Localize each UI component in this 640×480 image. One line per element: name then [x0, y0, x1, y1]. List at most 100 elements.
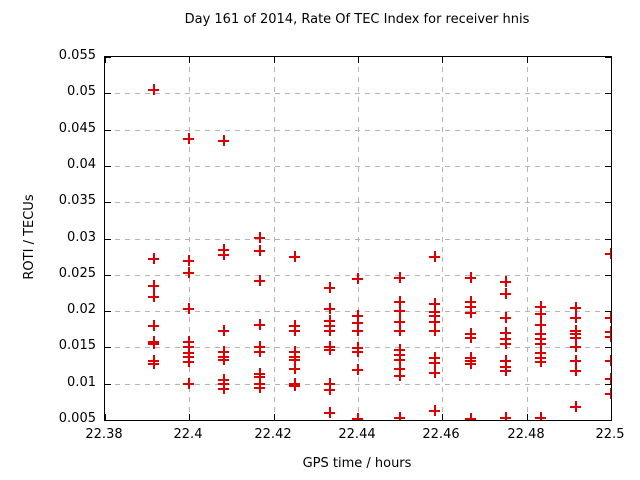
grid-line-horizontal [105, 202, 611, 203]
y-tick-label: 0.05 [67, 84, 96, 99]
data-point [570, 312, 581, 324]
x-tick-mark [274, 57, 275, 63]
data-point [429, 366, 441, 378]
data-point [253, 318, 265, 330]
data-point [605, 387, 611, 399]
data-point [429, 315, 441, 327]
data-point [352, 273, 363, 285]
x-tick-label: 22.42 [254, 427, 292, 442]
data-point [352, 363, 363, 375]
y-tick-mark [605, 93, 611, 94]
y-tick-mark [605, 384, 611, 385]
x-axis-title: GPS time / hours [302, 456, 412, 471]
data-point [570, 331, 581, 343]
x-tick-mark [442, 57, 443, 63]
grid-line-vertical [189, 57, 190, 420]
grid-line-vertical [442, 57, 443, 420]
data-point [148, 83, 160, 95]
x-tick-label: 22.38 [85, 427, 123, 442]
data-point [253, 371, 265, 383]
data-point [605, 331, 611, 343]
data-point [218, 325, 230, 337]
x-tick-mark [611, 414, 612, 420]
data-point [534, 318, 546, 330]
data-point [394, 315, 406, 327]
x-tick-mark [189, 414, 190, 420]
data-point [570, 302, 581, 314]
y-tick-label: 0.04 [67, 157, 96, 172]
data-point [499, 311, 511, 323]
data-point [570, 340, 581, 352]
data-point [183, 133, 195, 145]
chart-title: Day 161 of 2014, Rate Of TEC Index for r… [184, 12, 530, 27]
data-point [253, 274, 265, 286]
grid-line-vertical [527, 57, 528, 420]
data-point [394, 271, 406, 283]
data-point [394, 305, 406, 317]
data-point [394, 363, 406, 375]
data-point [570, 400, 581, 412]
y-tick-mark [105, 166, 111, 167]
y-tick-label: 0.005 [58, 411, 96, 426]
x-tick-mark [611, 57, 612, 63]
y-tick-mark [105, 239, 111, 240]
grid-line-horizontal [105, 239, 611, 240]
data-point [464, 271, 476, 283]
data-point [183, 255, 195, 266]
data-point [394, 411, 406, 420]
data-point [534, 308, 546, 319]
data-point [323, 406, 335, 418]
data-point [253, 244, 265, 256]
data-point [499, 338, 511, 350]
y-tick-label: 0.03 [67, 230, 96, 245]
data-point [352, 316, 363, 328]
data-point [323, 383, 335, 395]
data-point [352, 325, 363, 337]
data-point [218, 135, 230, 147]
data-point [288, 250, 300, 262]
y-tick-label: 0.045 [58, 121, 96, 136]
y-tick-label: 0.015 [58, 338, 96, 353]
y-tick-mark [605, 311, 611, 312]
data-point [429, 405, 441, 417]
y-tick-mark [105, 57, 111, 58]
data-point [429, 250, 441, 262]
y-tick-label: 0.025 [58, 266, 96, 281]
x-tick-mark [189, 57, 190, 63]
data-point [183, 302, 195, 314]
y-tick-label: 0.01 [67, 375, 96, 390]
x-tick-label: 22.44 [338, 427, 376, 442]
y-tick-label: 0.02 [67, 302, 96, 317]
data-point [394, 353, 406, 365]
grid-line-vertical [358, 57, 359, 420]
data-point [183, 377, 195, 389]
y-tick-mark [105, 93, 111, 94]
y-tick-mark [105, 275, 111, 276]
data-point [394, 370, 406, 382]
data-point [605, 312, 611, 324]
y-tick-mark [605, 130, 611, 131]
y-tick-mark [105, 384, 111, 385]
data-point [499, 276, 511, 288]
data-point [218, 382, 230, 394]
data-point [464, 358, 476, 370]
data-point [429, 325, 441, 337]
data-point [148, 337, 160, 349]
data-point [323, 281, 335, 293]
x-tick-mark [358, 57, 359, 63]
x-tick-label: 22.46 [422, 427, 460, 442]
x-tick-mark [105, 414, 106, 420]
data-point [605, 247, 611, 259]
y-tick-mark [105, 130, 111, 131]
data-point [534, 355, 546, 367]
data-point [429, 297, 441, 309]
data-point [394, 325, 406, 337]
y-tick-mark [605, 202, 611, 203]
data-point [288, 379, 300, 391]
data-point [570, 364, 581, 376]
y-tick-mark [105, 347, 111, 348]
y-tick-mark [605, 166, 611, 167]
data-point [218, 249, 230, 261]
data-point [429, 357, 441, 369]
grid-line-horizontal [105, 166, 611, 167]
